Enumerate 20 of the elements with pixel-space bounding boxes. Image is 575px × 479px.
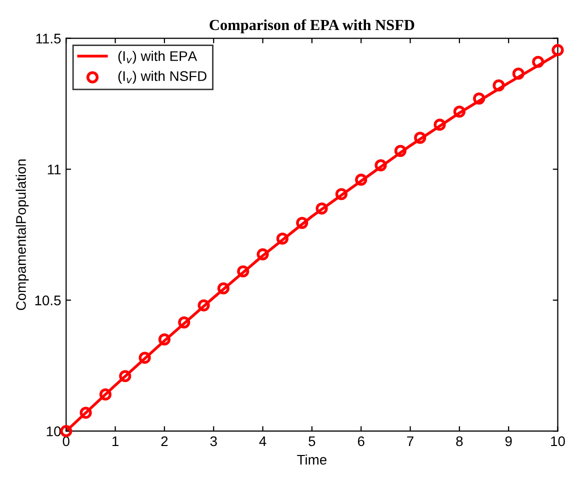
x-tick-label: 1 — [112, 436, 118, 446]
x-tick-label: 7 — [407, 436, 414, 446]
legend-label: (I$_{v}$) with EPA — [118, 50, 198, 64]
y-axis-title: CompamentalPopulation — [16, 160, 29, 310]
chart-title: Comparison of EPA with NSFD — [210, 19, 414, 34]
x-tick-label: 2 — [161, 436, 168, 446]
x-tick-label: 9 — [505, 436, 512, 446]
x-tick-label: 0 — [62, 436, 70, 446]
y-tick-label: 10 — [46, 426, 61, 436]
y-tick-label: 11.5 — [36, 34, 61, 44]
x-axis-title: Time — [297, 454, 326, 465]
y-tick-label: 11 — [48, 164, 61, 174]
x-tick-label: 3 — [210, 436, 217, 446]
x-tick-label: 8 — [456, 436, 463, 446]
x-tick-label: 4 — [259, 436, 266, 446]
x-tick-label: 6 — [358, 436, 364, 446]
y-tick-label: 10.5 — [35, 296, 61, 306]
x-tick-label: 10 — [551, 436, 565, 446]
x-tick-label: 5 — [308, 436, 316, 446]
legend-label: (I$_{v}$) with NSFD — [118, 70, 206, 84]
